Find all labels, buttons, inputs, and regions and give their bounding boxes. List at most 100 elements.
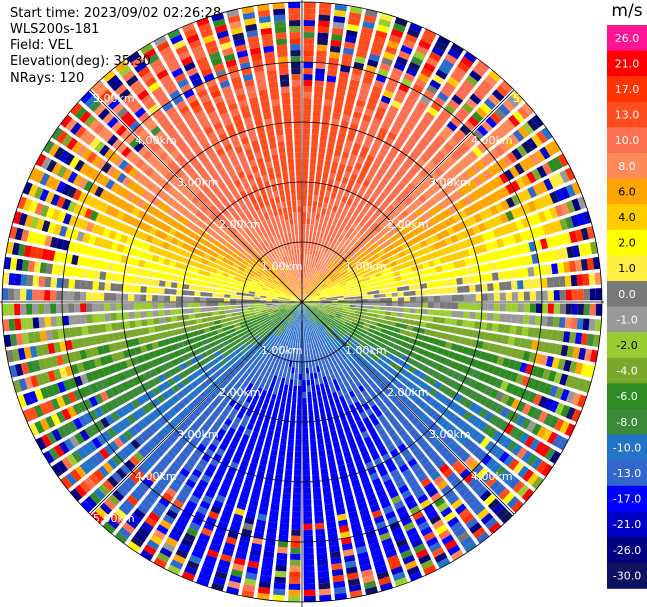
range-gate [383, 116, 394, 125]
range-gate [565, 289, 572, 301]
range-gate [468, 320, 475, 329]
range-gate [534, 149, 546, 163]
range-gate [571, 303, 578, 315]
range-gate [409, 202, 418, 211]
range-gate [485, 458, 497, 470]
range-gate [288, 589, 301, 596]
range-gate [443, 142, 454, 153]
range-gate [303, 32, 315, 39]
range-gate [490, 130, 502, 143]
range-gate [324, 269, 330, 276]
range-gate [564, 275, 572, 287]
range-gate [294, 457, 301, 464]
range-gate [343, 41, 356, 50]
range-gate [430, 101, 442, 112]
range-gate [374, 370, 382, 378]
range-gate [423, 328, 431, 336]
range-gate [437, 35, 451, 47]
range-gate [413, 277, 421, 284]
range-gate [200, 297, 207, 302]
range-gate [483, 98, 496, 110]
range-gate [377, 336, 384, 343]
range-gate [509, 221, 519, 233]
range-gate [394, 322, 402, 328]
range-gate [371, 334, 379, 340]
range-gate [362, 223, 370, 231]
range-gate [311, 140, 318, 147]
range-gate [147, 318, 154, 326]
range-gate [384, 283, 391, 289]
range-gate [344, 255, 351, 262]
range-gate [379, 12, 393, 22]
range-gate [236, 288, 244, 293]
range-gate [419, 214, 428, 223]
range-gate [414, 354, 423, 362]
range-gate [62, 303, 69, 314]
range-gate [279, 407, 285, 415]
range-gate [423, 89, 435, 100]
range-gate [357, 44, 369, 53]
range-gate [497, 433, 508, 446]
range-gate [557, 437, 569, 451]
range-gate [350, 73, 362, 82]
range-gate [314, 86, 324, 93]
range-gate [395, 339, 403, 346]
range-gate [353, 257, 360, 263]
range-gate [361, 238, 369, 246]
range-gate [122, 303, 129, 311]
range-gate [346, 211, 353, 219]
range-gate [316, 50, 327, 58]
range-gate [442, 185, 452, 196]
range-gate [312, 475, 320, 482]
range-gate [509, 269, 517, 279]
range-gate [395, 245, 404, 253]
range-gate [388, 34, 402, 44]
range-gate [302, 397, 307, 404]
range-gate [484, 195, 494, 206]
range-gate [354, 329, 361, 335]
range-gate [532, 198, 543, 211]
range-gate [331, 251, 337, 259]
range-gate [444, 279, 452, 287]
range-gate [384, 171, 393, 181]
range-gate [311, 309, 317, 314]
range-gate [171, 322, 179, 329]
range-gate [323, 400, 330, 408]
range-gate [458, 259, 467, 268]
range-gate [331, 303, 338, 306]
range-gate [358, 253, 365, 260]
range-gate [418, 39, 432, 50]
range-gate [26, 289, 33, 301]
range-gate [387, 78, 399, 88]
range-gate [105, 272, 113, 281]
range-gate [294, 469, 301, 476]
range-gate [355, 293, 362, 296]
range-gate [449, 427, 460, 438]
range-gate [219, 285, 226, 290]
range-gate [393, 271, 401, 277]
range-gate [391, 287, 398, 292]
range-gate [487, 93, 501, 106]
range-gate [272, 375, 278, 382]
range-gate [413, 407, 422, 416]
range-gate [540, 238, 549, 250]
range-gate [303, 134, 310, 141]
range-gate [459, 240, 468, 250]
range-gate [551, 357, 560, 369]
range-gate [173, 268, 181, 276]
range-gate [528, 241, 537, 252]
range-gate [325, 261, 330, 268]
range-gate [236, 305, 243, 309]
range-gate [303, 122, 311, 129]
range-gate [202, 322, 210, 328]
range-gate [509, 371, 519, 383]
range-gate [302, 299, 308, 302]
range-gate [536, 367, 545, 379]
range-gate [370, 366, 378, 374]
range-gate [273, 485, 282, 493]
range-gate [306, 305, 312, 310]
range-gate [413, 50, 426, 61]
range-gate [506, 95, 520, 108]
range-gate [20, 289, 27, 301]
range-gate [167, 330, 175, 337]
